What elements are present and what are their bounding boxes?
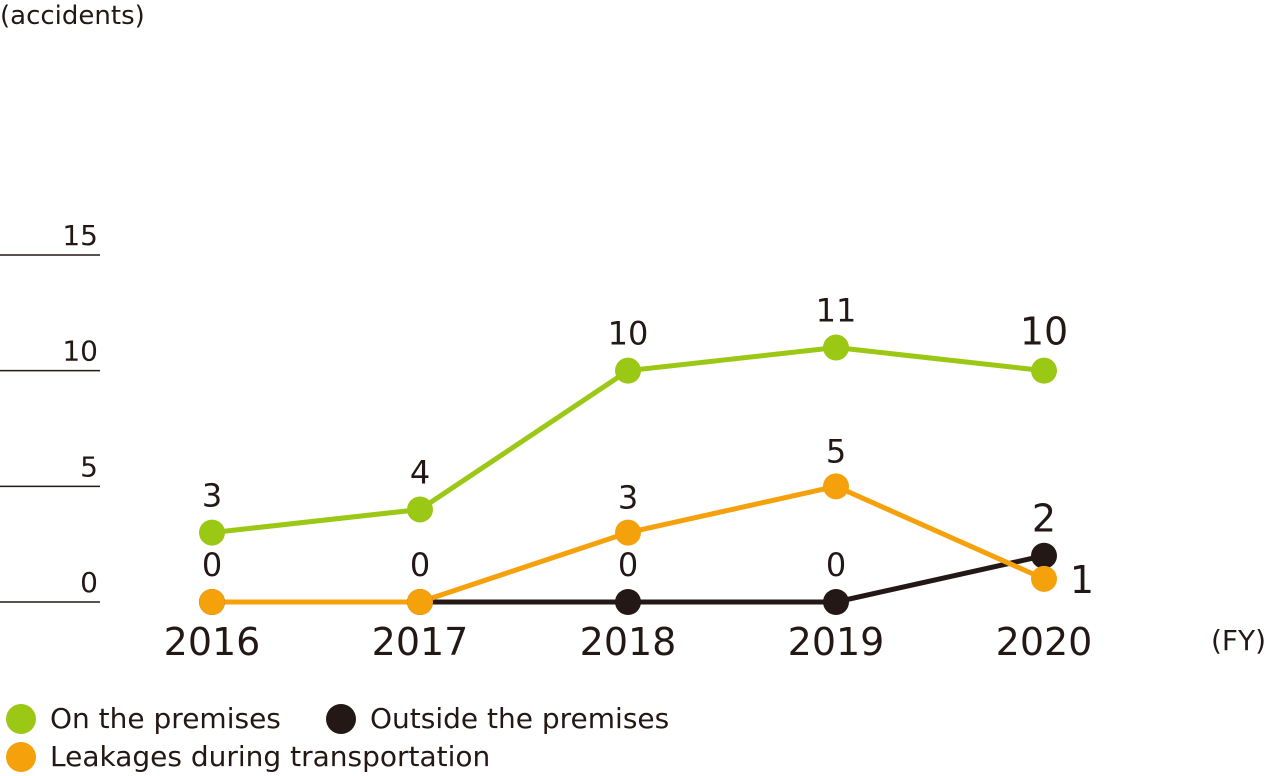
data-point — [615, 589, 641, 615]
data-point — [823, 473, 849, 500]
x-tick-label: 2019 — [788, 620, 885, 664]
legend-item-outside-premises: Outside the premises — [326, 702, 669, 735]
data-point — [823, 589, 849, 615]
data-point — [1031, 357, 1057, 384]
legend-item-leakages: Leakages during transportation — [6, 740, 490, 773]
y-axis-unit: (accidents) — [0, 1, 145, 31]
y-axis: 0 5 10 15 — [0, 219, 100, 603]
y-tick-label: 15 — [62, 219, 98, 252]
data-point — [1031, 565, 1057, 592]
x-tick-label: 2016 — [164, 620, 261, 664]
legend-marker-icon — [6, 703, 36, 734]
data-point — [823, 334, 849, 361]
legend: On the premises Outside the premises Lea… — [0, 690, 1288, 776]
data-label: 5 — [826, 432, 846, 470]
data-point — [1031, 542, 1057, 569]
data-point — [407, 589, 433, 615]
data-point — [615, 519, 641, 546]
data-label: 1 — [1070, 558, 1094, 602]
data-label: 0 — [618, 546, 638, 584]
data-label: 3 — [202, 477, 222, 515]
series-points — [199, 334, 1057, 615]
data-label: 10 — [608, 315, 649, 353]
data-label: 10 — [1020, 310, 1068, 354]
data-label: 0 — [410, 546, 430, 584]
y-tick-label: 0 — [80, 566, 98, 599]
x-tick-label: 2020 — [996, 620, 1093, 664]
x-axis-unit: (FY) — [1211, 624, 1266, 657]
y-tick-label: 5 — [80, 450, 98, 483]
data-point — [199, 589, 225, 615]
legend-label: Outside the premises — [370, 702, 670, 735]
data-label: 0 — [202, 546, 222, 584]
x-axis: 2016 2017 2018 2019 2020 — [164, 620, 1093, 664]
x-tick-label: 2017 — [372, 620, 469, 664]
data-label: 3 — [618, 479, 638, 517]
legend-item-on-premises: On the premises — [6, 702, 281, 735]
y-tick-label: 10 — [62, 335, 98, 368]
legend-marker-icon — [326, 703, 356, 734]
data-label: 11 — [816, 292, 857, 330]
legend-marker-icon — [6, 741, 36, 772]
data-point — [615, 357, 641, 384]
data-label: 0 — [826, 546, 846, 584]
legend-label: On the premises — [50, 702, 281, 735]
data-label: 4 — [410, 453, 430, 491]
x-tick-label: 2018 — [580, 620, 677, 664]
data-label: 2 — [1032, 497, 1056, 541]
legend-label: Leakages during transportation — [50, 740, 491, 773]
data-point — [199, 519, 225, 546]
data-point — [407, 496, 433, 523]
